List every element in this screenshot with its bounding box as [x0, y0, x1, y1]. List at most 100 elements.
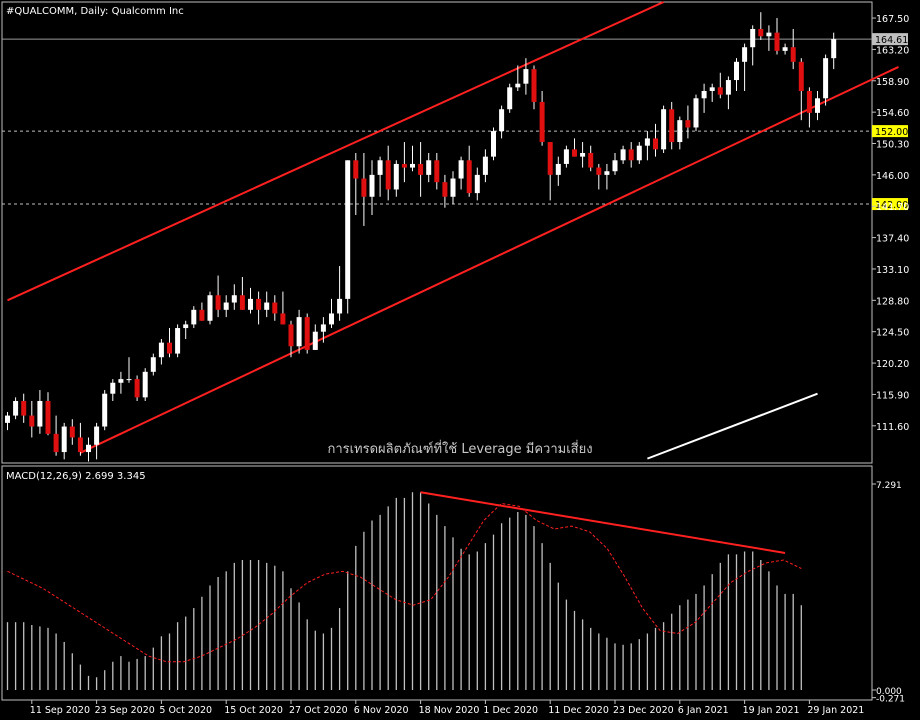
- y-tick-label: 137.40: [876, 234, 909, 245]
- price-plot-area[interactable]: [1, 1, 873, 464]
- candle-body: [320, 324, 326, 332]
- candle-body: [312, 331, 318, 350]
- candle-body: [677, 120, 683, 143]
- candle-body: [750, 28, 756, 48]
- level-badge: [872, 198, 908, 211]
- candle-body: [580, 152, 586, 157]
- candle-body: [742, 47, 748, 62]
- candle-body: [442, 182, 448, 197]
- candle-body: [806, 90, 812, 113]
- candle-body: [701, 90, 707, 99]
- candle-body: [426, 160, 432, 175]
- y-tick-label: 124.50: [876, 328, 909, 339]
- candle-body: [183, 324, 189, 329]
- y-tick-label: 158.90: [876, 77, 909, 88]
- candle-body: [45, 400, 51, 434]
- candle-body: [134, 379, 140, 398]
- candle-body: [685, 120, 691, 128]
- candle-body: [37, 400, 43, 427]
- candle-body: [21, 400, 27, 416]
- candle-body: [329, 313, 334, 325]
- y-tick-label: 150.30: [876, 140, 909, 151]
- candle-body: [734, 61, 739, 81]
- candle-body: [596, 167, 602, 175]
- candle-body: [248, 298, 253, 310]
- candle-body: [458, 160, 464, 179]
- candle-body: [628, 149, 634, 161]
- x-tick-label: 11 Sep 2020: [30, 705, 90, 716]
- candle-body: [709, 87, 715, 91]
- x-tick-label: 23 Sep 2020: [95, 705, 155, 716]
- candle-body: [304, 317, 310, 350]
- x-tick-label: 15 Oct 2020: [224, 705, 283, 716]
- candle-body: [94, 426, 100, 445]
- candle-body: [167, 342, 172, 354]
- candle-body: [410, 163, 415, 168]
- candle-body: [434, 160, 440, 183]
- y-tick-label: 128.80: [876, 296, 909, 307]
- candle-body: [69, 426, 75, 438]
- candle-body: [782, 47, 788, 51]
- x-tick-label: 5 Oct 2020: [159, 705, 212, 716]
- macd-title: MACD(12,26,9) 2.699 3.345: [6, 471, 146, 482]
- candle-body: [563, 149, 569, 164]
- candle-body: [539, 101, 545, 143]
- candle-body: [393, 163, 399, 190]
- y-tick-label: 111.60: [876, 422, 909, 433]
- candle-body: [280, 313, 286, 325]
- price-panel: 164.61 152.00 142.00 #QUALCOMM, Daily: Qua…: [1, 1, 909, 464]
- candle-body: [272, 302, 278, 314]
- candle-body: [717, 87, 723, 95]
- candle-body: [215, 295, 221, 310]
- candle-body: [61, 426, 67, 453]
- candle-body: [482, 156, 488, 175]
- candle-body: [474, 174, 480, 194]
- y-tick-label: 163.20: [876, 45, 909, 56]
- candle-body: [766, 32, 772, 37]
- candle-body: [126, 379, 132, 381]
- candle-body: [377, 160, 383, 175]
- candle-body: [361, 178, 367, 197]
- y-tick-label: 141.70: [876, 202, 909, 213]
- candle-body: [239, 295, 245, 310]
- candle-body: [507, 87, 513, 110]
- candle-body: [369, 174, 375, 197]
- candle-body: [547, 142, 553, 175]
- candle-body: [5, 415, 10, 423]
- candle-body: [831, 39, 837, 59]
- candle-body: [774, 32, 780, 51]
- candle-body: [191, 309, 197, 325]
- candle-body: [499, 109, 505, 132]
- candle-body: [555, 163, 561, 175]
- candle-body: [256, 298, 262, 310]
- moving-average-line: [647, 392, 818, 460]
- candle-body: [758, 28, 764, 37]
- candle-body: [815, 98, 820, 113]
- candle-body: [223, 302, 229, 310]
- candle-body: [150, 357, 156, 372]
- candle-body: [644, 138, 650, 146]
- candle-body: [572, 149, 577, 157]
- candle-body: [345, 160, 351, 299]
- candle-body: [158, 342, 164, 358]
- candle-body: [620, 149, 626, 161]
- level-label: 142.00: [875, 200, 908, 211]
- channel-line-upper: [7, 1, 665, 302]
- candle-body: [29, 415, 35, 427]
- candle-body: [823, 58, 829, 99]
- x-tick-label: 27 Oct 2020: [289, 705, 348, 716]
- candle-body: [466, 160, 472, 194]
- macd-panel: MACD(12,26,9) 2.699 3.345 7.291 0.000-0.2…: [1, 465, 905, 705]
- x-tick-label: 6 Jan 2021: [678, 705, 729, 716]
- candle-body: [207, 295, 213, 321]
- y-tick-label: 154.60: [876, 108, 909, 119]
- y-tick-label: 115.90: [876, 390, 909, 401]
- candle-body: [523, 69, 529, 84]
- y-tick-label: 146.00: [876, 171, 909, 182]
- candle-body: [588, 152, 594, 168]
- current-price-label: 164.61: [875, 35, 908, 46]
- candle-body: [604, 171, 610, 175]
- candle-body: [612, 160, 618, 172]
- candle-body: [175, 328, 181, 354]
